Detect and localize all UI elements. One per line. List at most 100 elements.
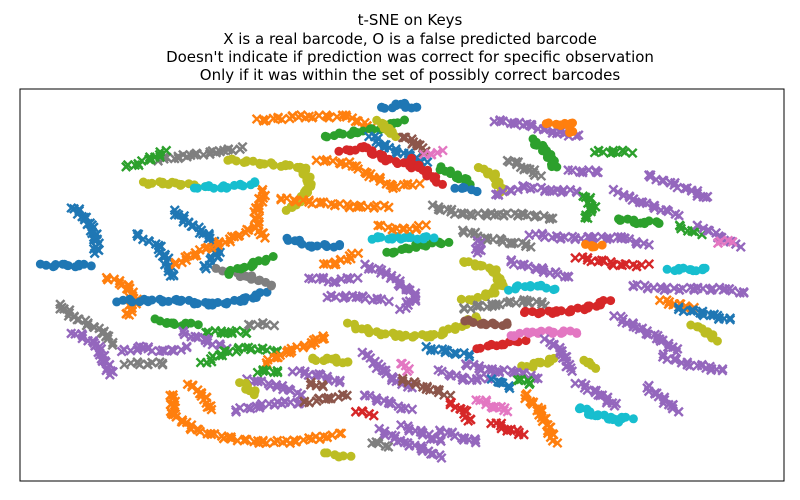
cluster-orange-32: [541, 118, 578, 138]
point-circle: [241, 293, 251, 303]
point-cross: [257, 184, 268, 195]
point-cross: [544, 214, 555, 225]
point-cross: [323, 393, 334, 404]
point-circle: [246, 274, 256, 284]
cluster-brown-93: [460, 315, 512, 331]
point-cross: [619, 147, 630, 158]
point-cross: [679, 183, 690, 194]
point-cross: [658, 175, 669, 186]
point-cross: [360, 293, 371, 304]
cluster-olive-98: [517, 353, 559, 372]
cluster-gray-89: [367, 436, 394, 452]
point-cross: [330, 257, 341, 268]
point-circle: [502, 318, 512, 328]
point-cross: [459, 373, 470, 384]
point-circle: [411, 102, 421, 112]
cluster-olive-90: [320, 448, 356, 462]
point-circle: [443, 324, 453, 334]
point-circle: [444, 237, 454, 247]
point-cross: [386, 398, 397, 409]
cluster-cyan-56: [504, 280, 560, 295]
point-circle: [167, 177, 177, 187]
point-circle: [193, 320, 203, 330]
point-circle: [343, 318, 352, 328]
point-cross: [580, 212, 591, 223]
cluster-gray-55: [458, 294, 551, 315]
point-cross: [524, 379, 535, 390]
point-cross: [727, 285, 738, 296]
point-cross: [548, 186, 559, 197]
point-circle: [575, 403, 585, 413]
cluster-purple-42: [524, 228, 655, 250]
point-cross: [169, 209, 180, 220]
point-circle: [515, 328, 525, 338]
cluster-purple-88: [434, 425, 481, 448]
point-circle: [472, 186, 482, 196]
point-cross: [497, 378, 508, 389]
point-cross: [383, 397, 394, 408]
point-cross: [641, 198, 652, 209]
cluster-pink-95: [506, 326, 582, 341]
cluster-orange-101: [519, 388, 563, 449]
point-circle: [268, 252, 278, 261]
point-cross: [407, 404, 418, 415]
point-cross: [547, 128, 558, 139]
point-circle: [628, 414, 638, 424]
point-cross: [525, 241, 536, 253]
point-circle: [364, 326, 374, 336]
point-cross: [532, 373, 543, 384]
point-circle: [186, 318, 196, 328]
point-circle: [591, 363, 601, 373]
point-circle: [451, 322, 461, 332]
cluster-green-118: [252, 364, 283, 378]
point-cross: [340, 110, 351, 121]
point-cross: [475, 372, 486, 383]
point-cross: [103, 331, 114, 342]
point-cross: [82, 319, 93, 330]
point-cross: [352, 116, 364, 127]
cluster-blue-106: [486, 374, 515, 394]
cluster-brown-84: [397, 373, 456, 401]
point-cross: [241, 224, 253, 235]
point-circle: [269, 160, 278, 170]
point-circle: [41, 260, 51, 270]
point-cross: [318, 381, 329, 392]
cluster-red-57: [520, 296, 616, 319]
point-cross: [134, 359, 145, 370]
cluster-gray-29: [427, 200, 558, 225]
point-circle: [406, 233, 416, 243]
point-circle: [550, 284, 560, 294]
point-circle: [614, 417, 624, 427]
point-cross: [325, 393, 336, 404]
point-cross: [157, 359, 168, 370]
point-cross: [350, 116, 361, 127]
cluster-orange-116: [581, 239, 607, 252]
point-cross: [677, 283, 688, 294]
point-cross: [311, 155, 322, 166]
cluster-purple-64: [322, 290, 395, 307]
point-cross: [536, 170, 547, 182]
point-circle: [644, 216, 654, 226]
point-circle: [255, 288, 265, 298]
cluster-green-3: [121, 145, 172, 172]
point-cross: [492, 189, 504, 200]
point-cross: [318, 259, 329, 270]
point-cross: [304, 397, 315, 408]
cluster-blue-17: [363, 131, 433, 168]
point-circle: [400, 115, 409, 125]
point-circle: [475, 343, 485, 353]
point-cross: [136, 155, 147, 166]
point-cross: [735, 241, 746, 253]
point-cross: [628, 321, 639, 332]
cluster-blue-9: [66, 202, 105, 259]
cluster-cyan-48: [662, 263, 710, 276]
cluster-green-73: [195, 342, 283, 368]
point-circle: [700, 263, 710, 273]
point-cross: [449, 431, 460, 442]
point-circle: [147, 295, 157, 305]
point-circle: [549, 327, 559, 337]
point-circle: [322, 132, 332, 142]
cluster-purple-99: [460, 358, 543, 384]
point-circle: [213, 298, 223, 307]
point-cross: [515, 260, 527, 271]
